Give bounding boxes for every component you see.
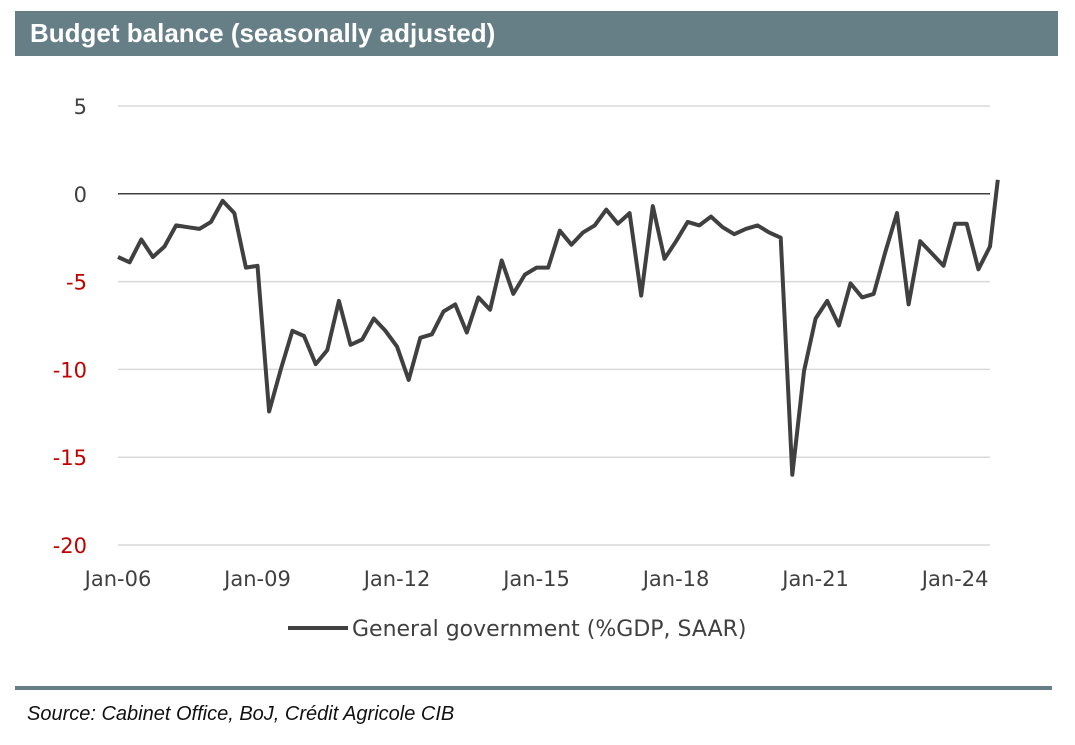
y-tick-label: 5 <box>74 95 87 119</box>
x-tick-label: Jan-18 <box>641 567 710 591</box>
x-tick-label: Jan-06 <box>83 567 152 591</box>
y-tick-label: -20 <box>53 534 87 558</box>
x-tick-label: Jan-12 <box>362 567 431 591</box>
x-tick-label: Jan-24 <box>920 567 989 591</box>
y-tick-label: 0 <box>74 183 87 207</box>
grid-layer <box>118 105 990 546</box>
line-layer <box>117 179 1000 477</box>
footer-rule <box>15 686 1052 690</box>
axis-layer: 5 0 -5 -10 -15 -20 Jan-06 Jan-09 Jan-12 Jan-15 Jan… <box>53 95 989 591</box>
series-line-general-government <box>117 179 1000 477</box>
chart-title: Budget balance (seasonally adjusted) <box>30 18 496 48</box>
legend: General government (%GDP, SAAR) <box>288 617 747 642</box>
source-note: Source: Cabinet Office, BoJ, Crédit Agri… <box>27 703 455 725</box>
x-tick-label: Jan-21 <box>780 567 849 591</box>
x-tick-label: Jan-09 <box>222 567 291 591</box>
x-tick-label: Jan-15 <box>501 567 570 591</box>
title-bar: Budget balance (seasonally adjusted) <box>15 11 1058 56</box>
legend-label: General government (%GDP, SAAR) <box>352 617 747 642</box>
chart-canvas: 5 0 -5 -10 -15 -20 Jan-06 Jan-09 Jan-12 Jan-15 Jan… <box>53 95 1000 642</box>
y-tick-label: -5 <box>66 271 87 295</box>
y-tick-label: -15 <box>53 446 87 470</box>
y-tick-label: -10 <box>53 358 87 382</box>
